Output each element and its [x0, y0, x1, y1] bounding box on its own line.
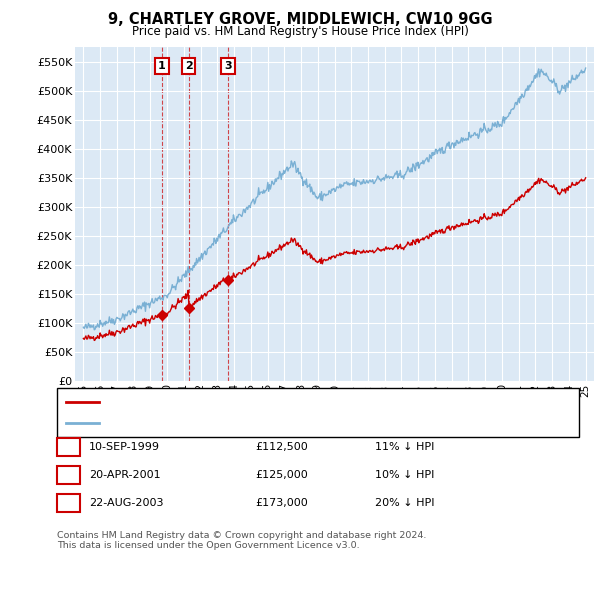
- Text: 1: 1: [158, 61, 166, 71]
- Text: £112,500: £112,500: [255, 442, 308, 452]
- Text: 9, CHARTLEY GROVE, MIDDLEWICH, CW10 9GG: 9, CHARTLEY GROVE, MIDDLEWICH, CW10 9GG: [107, 12, 493, 27]
- Text: 20-APR-2001: 20-APR-2001: [89, 470, 160, 480]
- Text: Contains HM Land Registry data © Crown copyright and database right 2024.
This d: Contains HM Land Registry data © Crown c…: [57, 531, 427, 550]
- Text: 2: 2: [185, 61, 193, 71]
- Text: HPI: Average price, detached house, Cheshire East: HPI: Average price, detached house, Ches…: [105, 418, 370, 428]
- Text: £173,000: £173,000: [255, 498, 308, 507]
- Text: 22-AUG-2003: 22-AUG-2003: [89, 498, 163, 507]
- Text: 20% ↓ HPI: 20% ↓ HPI: [375, 498, 434, 507]
- Text: Price paid vs. HM Land Registry's House Price Index (HPI): Price paid vs. HM Land Registry's House …: [131, 25, 469, 38]
- Text: 11% ↓ HPI: 11% ↓ HPI: [375, 442, 434, 452]
- Text: £125,000: £125,000: [255, 470, 308, 480]
- Text: 10-SEP-1999: 10-SEP-1999: [89, 442, 160, 452]
- Text: 10% ↓ HPI: 10% ↓ HPI: [375, 470, 434, 480]
- Text: 2: 2: [64, 468, 73, 481]
- Text: 9, CHARTLEY GROVE, MIDDLEWICH, CW10 9GG (detached house): 9, CHARTLEY GROVE, MIDDLEWICH, CW10 9GG …: [105, 396, 445, 407]
- Text: 1: 1: [64, 441, 73, 454]
- Text: 3: 3: [64, 496, 73, 509]
- Text: 3: 3: [224, 61, 232, 71]
